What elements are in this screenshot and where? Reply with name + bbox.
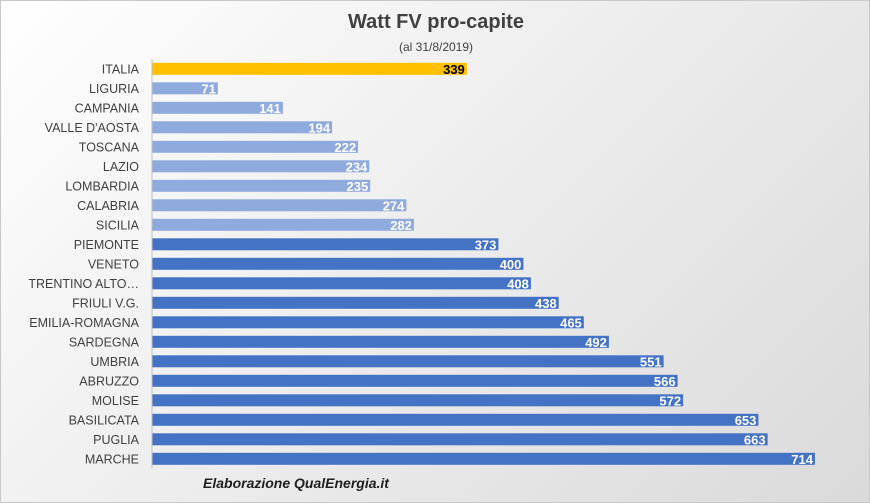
bar-15 xyxy=(152,355,664,368)
category-label: TOSCANA xyxy=(79,140,140,154)
bar-19 xyxy=(152,433,768,446)
data-label: 141 xyxy=(259,101,281,116)
credit-note: Elaborazione QualEnergia.it xyxy=(203,475,389,491)
data-label: 566 xyxy=(654,374,676,389)
category-label: SARDEGNA xyxy=(69,335,140,349)
bar-4 xyxy=(152,140,359,153)
bar-14 xyxy=(152,335,609,348)
category-label: CAMPANIA xyxy=(75,101,140,115)
bar-5 xyxy=(152,160,370,173)
category-label: UMBRIA xyxy=(90,355,139,369)
data-label: 714 xyxy=(791,452,813,467)
bar-17 xyxy=(152,394,684,407)
data-label: 373 xyxy=(475,237,497,252)
chart-title: Watt FV pro-capite xyxy=(348,11,524,33)
bar-7 xyxy=(152,199,407,212)
category-label: PIEMONTE xyxy=(74,238,139,252)
category-label: TRENTINO ALTO… xyxy=(28,277,139,291)
category-label: SICILIA xyxy=(96,218,140,232)
data-label: 222 xyxy=(334,140,356,155)
category-label: VENETO xyxy=(88,257,139,271)
bar-2 xyxy=(152,101,283,114)
bar-18 xyxy=(152,413,759,426)
data-label: 465 xyxy=(560,315,582,330)
bar-13 xyxy=(152,316,584,329)
data-label: 438 xyxy=(535,296,557,311)
chart-subtitle: (al 31/8/2019) xyxy=(398,40,474,54)
category-label: MARCHE xyxy=(85,452,139,466)
data-label: 71 xyxy=(201,81,215,96)
data-label: 653 xyxy=(735,413,757,428)
data-label: 572 xyxy=(659,393,681,408)
data-label: 194 xyxy=(308,120,330,135)
data-label: 400 xyxy=(500,257,522,272)
bar-9 xyxy=(152,238,499,251)
category-label: CALABRIA xyxy=(77,199,139,213)
bar-3 xyxy=(152,121,333,134)
category-label: LAZIO xyxy=(103,160,139,174)
category-label: EMILIA-ROMAGNA xyxy=(29,316,139,330)
bar-0 xyxy=(152,62,467,75)
bar-12 xyxy=(152,296,559,309)
data-label: 234 xyxy=(346,159,368,174)
data-label: 282 xyxy=(390,218,412,233)
category-label: BASILICATA xyxy=(69,413,140,427)
category-label: PUGLIA xyxy=(93,433,140,447)
data-label: 339 xyxy=(443,62,465,77)
category-label: ABRUZZO xyxy=(79,374,139,388)
bar-16 xyxy=(152,374,678,387)
category-label: LOMBARDIA xyxy=(65,179,139,193)
bar-11 xyxy=(152,277,531,290)
bar-6 xyxy=(152,179,371,192)
category-label: VALLE D'AOSTA xyxy=(45,121,140,135)
bar-10 xyxy=(152,257,524,270)
data-label: 274 xyxy=(383,198,405,213)
category-label: MOLISE xyxy=(92,394,139,408)
bar-20 xyxy=(152,452,815,465)
bar-8 xyxy=(152,218,414,231)
bar-1 xyxy=(152,82,218,95)
data-label: 492 xyxy=(585,335,607,350)
data-label: 551 xyxy=(640,354,662,369)
category-label: LIGURIA xyxy=(89,82,140,96)
category-label: ITALIA xyxy=(102,62,140,76)
data-label: 663 xyxy=(744,432,766,447)
category-label: FRIULI V.G. xyxy=(72,296,139,310)
data-label: 235 xyxy=(346,179,368,194)
data-label: 408 xyxy=(507,276,529,291)
